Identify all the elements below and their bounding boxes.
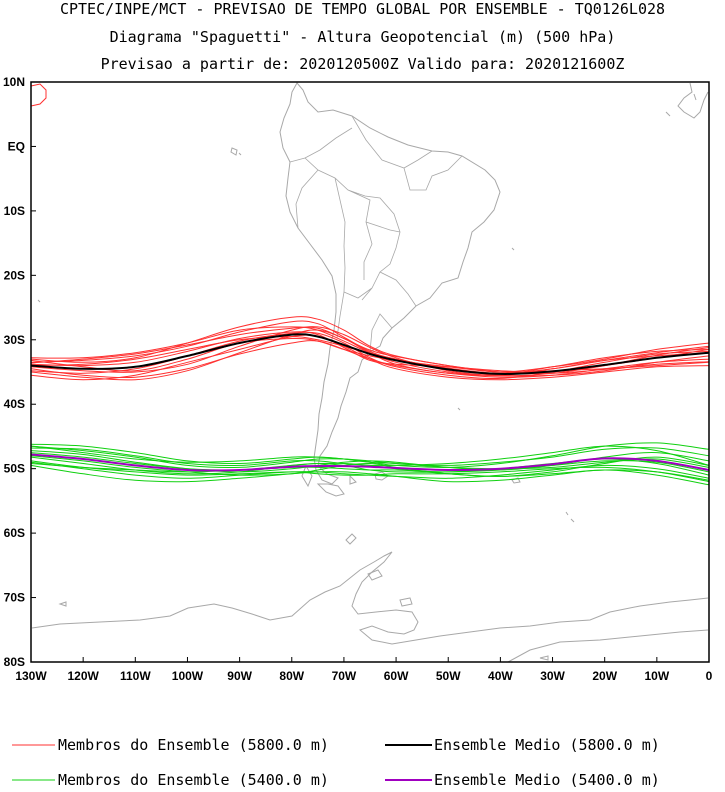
chart-title-line-2: Diagrama "Spaguetti" - Altura Geopotenci…	[109, 28, 616, 46]
legend-label-members-5400: Membros do Ensemble (5400.0 m)	[58, 771, 329, 789]
ensemble-member-line-5800-5	[30, 326, 710, 377]
x-tick-label: 70W	[332, 669, 357, 683]
y-tick-label: 30S	[4, 333, 25, 347]
axes: 130W 120W 110W 100W 90W 80W 70W 60W 50W 40W 30W 20W…	[3, 75, 713, 683]
legend-label-mean-5800: Ensemble Medio (5800.0 m)	[434, 736, 660, 754]
x-tick-label: 110W	[120, 669, 151, 683]
x-tick-label: 40W	[488, 669, 513, 683]
country-borders	[289, 115, 463, 353]
ensemble-member-line-5800-3	[30, 316, 710, 373]
x-tick-label: 120W	[67, 669, 99, 683]
ensemble-member-line-5800-12	[30, 326, 710, 374]
x-tick-label: 100W	[172, 669, 204, 683]
tierra-del-fuego	[301, 464, 357, 497]
ensemble-member-line-5800-6	[30, 326, 710, 376]
ensemble-mean-line-ean5400-13	[30, 453, 710, 472]
y-tick-label: 60S	[4, 526, 25, 540]
plot-frame	[30, 81, 710, 663]
x-tick-label: 60W	[384, 669, 409, 683]
atlantic-islands	[37, 247, 575, 523]
coastline-south-america	[279, 82, 501, 485]
coastline-africa	[665, 82, 709, 119]
ensemble-mean-line-ean5800-0	[30, 333, 710, 375]
falkland-islands	[374, 471, 389, 481]
y-tick-label: 70S	[4, 591, 25, 605]
y-tick-label: 50S	[4, 462, 25, 476]
x-tick-label: 20W	[592, 669, 617, 683]
x-tick-label: 0	[706, 669, 713, 683]
legend-label-members-5800: Membros do Ensemble (5800.0 m)	[58, 736, 329, 754]
y-tick-label: EQ	[8, 139, 25, 153]
ensemble-member-line-5400-21	[30, 460, 710, 483]
x-tick-label: 10W	[645, 669, 670, 683]
galapagos-islands	[230, 147, 242, 156]
x-tick-label: 130W	[15, 669, 47, 683]
coastline-map	[30, 82, 709, 663]
y-tick-label: 20S	[4, 268, 25, 282]
x-tick-label: 90W	[227, 669, 252, 683]
x-tick-label: 50W	[436, 669, 461, 683]
legend-label-mean-5400: Ensemble Medio (5400.0 m)	[434, 771, 660, 789]
x-tick-label: 30W	[540, 669, 565, 683]
y-tick-label: 80S	[4, 655, 25, 669]
y-tick-label: 10N	[3, 75, 25, 89]
ensemble-member-line-5800-11	[30, 329, 710, 381]
spaghetti-lines	[30, 316, 710, 486]
antarctic-islands	[58, 533, 549, 661]
antarctic-lower-coast	[507, 629, 709, 663]
y-tick-label: 40S	[4, 397, 25, 411]
ensemble-member-line-5400-25	[30, 462, 710, 481]
antarctic-coastline	[31, 551, 709, 645]
ensemble-member-line-5400-22	[30, 452, 710, 473]
y-tick-label: 10S	[4, 204, 25, 218]
chart-title-line-3: Previsao a partir de: 2020120500Z Valido…	[100, 55, 625, 73]
coastline-central-america	[30, 83, 47, 107]
x-tick-label: 80W	[279, 669, 304, 683]
legend: Membros do Ensemble (5800.0 m) Ensemble …	[12, 736, 660, 789]
ensemble-member-line-5400-24	[30, 445, 710, 470]
chart-title-line-1: CPTEC/INPE/MCT - PREVISAO DE TEMPO GLOBA…	[59, 0, 666, 18]
